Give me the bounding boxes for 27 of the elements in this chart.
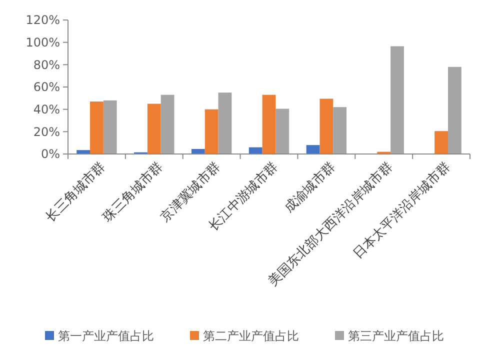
y-tick-label: 20% — [33, 124, 60, 139]
bar — [191, 148, 205, 154]
bar — [434, 131, 448, 154]
y-tick-label: 80% — [33, 58, 60, 72]
y-tick-label: 60% — [33, 80, 60, 94]
bar — [160, 94, 174, 154]
legend-label: 第三产业产值占比 — [348, 329, 444, 344]
bar — [320, 98, 334, 154]
bar — [103, 100, 117, 154]
bar — [76, 150, 90, 154]
bar — [390, 46, 404, 154]
bar — [204, 109, 218, 154]
bar — [248, 147, 262, 154]
bar — [276, 108, 290, 154]
bar — [147, 104, 161, 154]
bar — [90, 102, 104, 154]
bar — [448, 66, 462, 154]
bar — [306, 145, 320, 154]
legend-label: 第一产业产值占比 — [58, 329, 154, 344]
legend-label: 第二产业产值占比 — [203, 329, 299, 344]
y-tick-label: 120% — [26, 13, 60, 28]
bar — [218, 92, 232, 154]
bar — [333, 107, 347, 154]
y-tick-label: 100% — [26, 36, 60, 50]
y-tick-label: 40% — [33, 102, 60, 117]
bar — [262, 94, 276, 154]
y-tick-label: 0% — [40, 147, 60, 162]
